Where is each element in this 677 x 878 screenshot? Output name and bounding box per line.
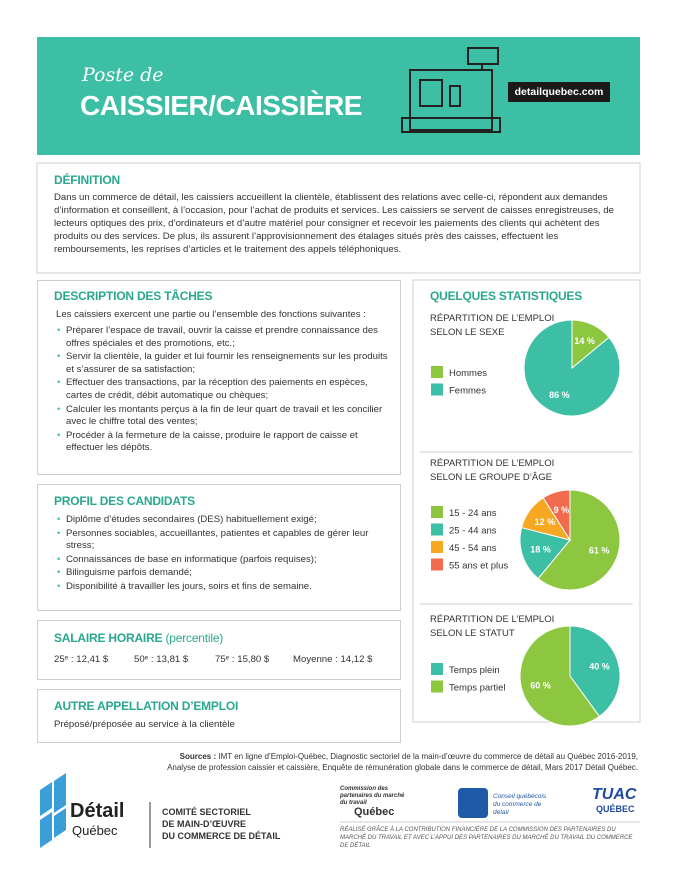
salary-box (37, 620, 401, 680)
salary-item: 25ᵉ : 12,41 $ (54, 654, 109, 665)
salary-item: 50ᵉ : 13,81 $ (134, 654, 189, 665)
pie-slice (542, 489, 571, 542)
sources-text: IMT en ligne d’Emploi-Québec, Diagnostic… (167, 752, 638, 772)
cpmt: Commission des partenaires du marché du … (340, 786, 405, 806)
profile-item: Diplôme d’études secondaires (DES) habit… (57, 514, 396, 527)
subtitle: Poste de (82, 64, 164, 86)
heading-text: SALAIRE HORAIRE (54, 631, 163, 645)
heading: AUTRE APPELLATION D’EMPLOI (54, 699, 239, 713)
legend-swatch (431, 506, 443, 518)
title: CAISSIER/CAISSIÈRE (80, 90, 362, 121)
pie-slice (523, 319, 621, 417)
chart-title: SELON LE STATUT (430, 628, 515, 639)
legend-label: 55 ans et plus (449, 561, 508, 572)
committee-line: DE MAIN-D’ŒUVRE (162, 819, 247, 829)
legend-swatch (431, 523, 443, 536)
chart-title: RÉPARTITION DE L’EMPLOI (430, 458, 554, 469)
chart-title: SELON LE GROUPE D’ÂGE (430, 472, 552, 483)
slice-label: 18 % (530, 545, 551, 555)
legend-label: Temps plein (449, 665, 500, 676)
legend-label: 25 - 44 ans (449, 526, 497, 537)
tuac: TUAC (592, 786, 637, 803)
pie-slice (537, 489, 621, 591)
profile-list: Diplôme d’études secondaires (DES) habit… (52, 514, 396, 595)
cqcd-logo (458, 788, 488, 818)
heading: DÉFINITION (54, 173, 120, 187)
legend-label: 15 - 24 ans (449, 508, 497, 519)
slice-label: 9 % (554, 505, 570, 515)
website-box (508, 82, 610, 102)
committee: COMITÉ SECTORIEL DE MAIN-D’ŒUVRE DU COMM… (162, 806, 280, 842)
legend-label: 45 - 54 ans (449, 543, 497, 554)
tasks-box (37, 280, 401, 475)
heading: PROFIL DES CANDIDATS (54, 494, 195, 508)
register-icon (401, 47, 501, 133)
quebec: Québec (354, 806, 395, 818)
legend-swatch (431, 663, 443, 675)
tuac-sub: QUÉBEC (596, 804, 635, 814)
pie-slice (519, 625, 601, 727)
pie-slice (519, 526, 571, 580)
tasks-intro: Les caissiers exercent une partie ou l’e… (56, 309, 366, 320)
slice-label: 14 % (574, 336, 595, 346)
slice-label: 60 % (530, 681, 551, 691)
other-title-box (37, 689, 401, 743)
detail-logo (40, 773, 66, 848)
task: Servir la clientèle, la guider et lui fo… (57, 351, 396, 376)
legend-swatch (431, 366, 443, 378)
heading: QUELQUES STATISTIQUES (430, 289, 583, 303)
profile-item: Bilinguisme parfois demandé; (57, 567, 396, 580)
logo-main: Détail (70, 800, 125, 822)
sources: Sources : IMT en ligne d’Emploi-Québec, … (160, 751, 638, 773)
profile-item: Disponibilité à travailler les jours, so… (57, 581, 396, 594)
committee-line: DU COMMERCE DE DÉTAIL (162, 831, 281, 841)
slice-label: 61 % (589, 546, 610, 556)
legend-swatch (431, 680, 443, 693)
tasks-list: Préparer l’espace de travail, ouvrir la … (52, 325, 396, 456)
pie-slice (569, 625, 621, 718)
task: Effectuer des transactions, par la récep… (57, 377, 396, 402)
legend-swatch (431, 558, 443, 571)
profile-item: Connaissances de base en informatique (p… (57, 554, 396, 567)
cqcd: Conseil québécois du commerce de détail (493, 793, 547, 816)
task: Procéder à la fermeture de la caisse, pr… (57, 430, 396, 455)
sources-label: Sources : (179, 752, 217, 761)
chart-title: SELON LE SEXE (430, 327, 504, 338)
task: Calculer les montants perçus à la fin de… (57, 404, 396, 429)
slice-label: 86 % (549, 390, 570, 400)
definition-box (36, 162, 641, 274)
legend-label: Temps partiel (449, 683, 506, 694)
slice-label: 40 % (589, 661, 610, 671)
legend-label: Femmes (449, 386, 486, 397)
heading: SALAIRE HORAIRE (percentile) (54, 631, 223, 645)
profile-item: Personnes sociables, accueillantes, pati… (57, 528, 396, 553)
profile-box (37, 484, 401, 611)
website: detailquebec.com (514, 86, 604, 98)
chart-title: RÉPARTITION DE L’EMPLOI (430, 614, 554, 625)
committee-line: COMITÉ SECTORIEL (162, 807, 251, 817)
salary-item: Moyenne : 14,12 $ (293, 654, 373, 665)
legend-label: Hommes (449, 368, 487, 379)
other-title-text: Préposé/préposée au service à la clientè… (54, 719, 235, 730)
stats-box (412, 279, 641, 723)
task: Préparer l’espace de travail, ouvrir la … (57, 325, 396, 350)
logo-sub: Québec (72, 823, 118, 838)
heading: DESCRIPTION DES TÂCHES (54, 289, 213, 303)
salary-item: 75ᵉ : 15,80 $ (215, 654, 270, 665)
slice-label: 12 % (535, 517, 556, 527)
legend-swatch (431, 541, 443, 553)
legend-swatch (431, 383, 443, 396)
funding-note: RÉALISÉ GRÂCE À LA CONTRIBUTION FINANCIÈ… (340, 827, 633, 849)
chart-title: RÉPARTITION DE L’EMPLOI (430, 313, 554, 324)
heading-note: (percentile) (165, 631, 224, 645)
definition-text: Dans un commerce de détail, les caissier… (54, 192, 614, 255)
